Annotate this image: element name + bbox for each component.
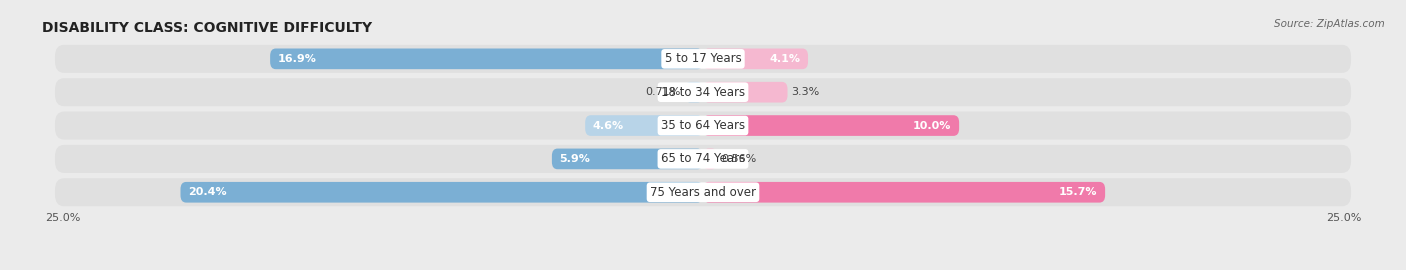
Text: 3.3%: 3.3% bbox=[792, 87, 820, 97]
Text: 0.71%: 0.71% bbox=[645, 87, 681, 97]
FancyBboxPatch shape bbox=[270, 49, 703, 69]
Text: 4.6%: 4.6% bbox=[593, 120, 624, 131]
FancyBboxPatch shape bbox=[703, 49, 808, 69]
FancyBboxPatch shape bbox=[55, 178, 1351, 206]
FancyBboxPatch shape bbox=[703, 182, 1105, 202]
FancyBboxPatch shape bbox=[703, 115, 959, 136]
Text: 5 to 17 Years: 5 to 17 Years bbox=[665, 52, 741, 65]
Text: 75 Years and over: 75 Years and over bbox=[650, 186, 756, 199]
Text: 5.9%: 5.9% bbox=[560, 154, 591, 164]
Text: 18 to 34 Years: 18 to 34 Years bbox=[661, 86, 745, 99]
Text: 0.56%: 0.56% bbox=[721, 154, 756, 164]
Text: 20.4%: 20.4% bbox=[188, 187, 226, 197]
FancyBboxPatch shape bbox=[703, 148, 717, 169]
Text: DISABILITY CLASS: COGNITIVE DIFFICULTY: DISABILITY CLASS: COGNITIVE DIFFICULTY bbox=[42, 21, 373, 35]
FancyBboxPatch shape bbox=[180, 182, 703, 202]
Text: Source: ZipAtlas.com: Source: ZipAtlas.com bbox=[1274, 19, 1385, 29]
Text: 4.1%: 4.1% bbox=[769, 54, 800, 64]
FancyBboxPatch shape bbox=[55, 145, 1351, 173]
FancyBboxPatch shape bbox=[703, 82, 787, 103]
Text: 16.9%: 16.9% bbox=[278, 54, 316, 64]
FancyBboxPatch shape bbox=[585, 115, 703, 136]
Text: 10.0%: 10.0% bbox=[912, 120, 952, 131]
Text: 35 to 64 Years: 35 to 64 Years bbox=[661, 119, 745, 132]
Text: 65 to 74 Years: 65 to 74 Years bbox=[661, 152, 745, 166]
FancyBboxPatch shape bbox=[55, 112, 1351, 140]
Text: 15.7%: 15.7% bbox=[1059, 187, 1098, 197]
FancyBboxPatch shape bbox=[55, 78, 1351, 106]
FancyBboxPatch shape bbox=[553, 148, 703, 169]
FancyBboxPatch shape bbox=[685, 82, 703, 103]
FancyBboxPatch shape bbox=[55, 45, 1351, 73]
